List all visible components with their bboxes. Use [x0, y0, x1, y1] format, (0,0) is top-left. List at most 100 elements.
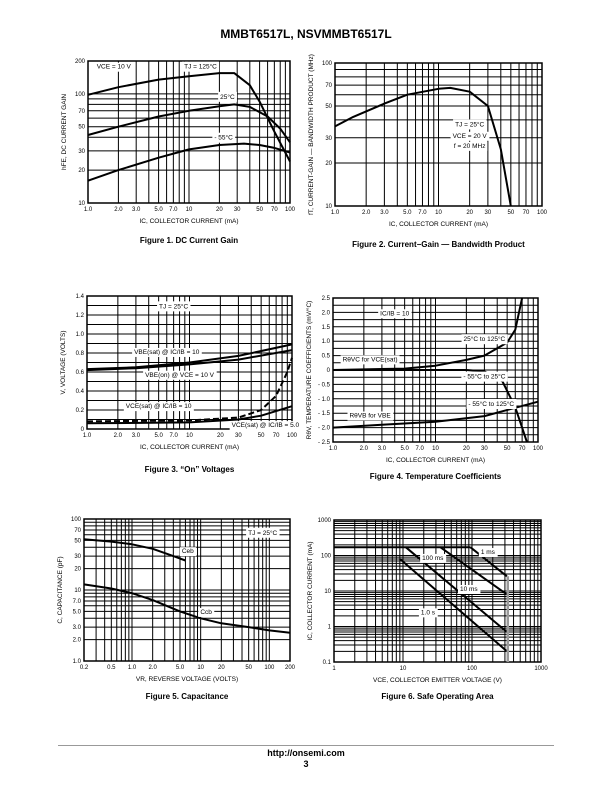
x-tick-label: 1.0 [83, 433, 92, 439]
x-tick-label: 2.0 [360, 446, 369, 452]
series-line-2 [86, 357, 293, 423]
x-tick-label: 1 [332, 666, 336, 672]
x-tick-label: 70 [271, 207, 278, 213]
x-tick-label: 1.0 [84, 207, 93, 213]
x-tick-label: 7.0 [418, 210, 427, 216]
x-tick-label: 1.0 [329, 446, 338, 452]
series-line-3 [86, 405, 293, 425]
x-tick-label: 10 [186, 433, 193, 439]
y-tick-label: 30 [74, 554, 81, 560]
annotation-label: TJ = 25°C [455, 120, 484, 128]
annotation-background [378, 309, 412, 319]
x-tick-label: 1.0 [128, 665, 137, 671]
figure-title: Figure 4. Temperature Coefficients [370, 472, 502, 481]
figure-3: TJ = 25°C VBE(sat) @ IC/IB = 10 VBE(on) @ … [60, 294, 302, 474]
y-tick-label: 70 [74, 528, 81, 534]
annotation-label: 1 ms [481, 549, 496, 556]
x-tick-label: 3.0 [132, 433, 141, 439]
footer-url[interactable]: http://onsemi.com [267, 748, 345, 758]
figure-title: Figure 1. DC Current Gain [140, 236, 238, 245]
x-tick-label: 10 [435, 210, 442, 216]
figure-1: VCE = 10 V TJ = 125°C 25°C - 55°C 1.0 2.0 3.0 5… [61, 59, 296, 245]
annotation-background [461, 371, 508, 382]
annotation-background [132, 347, 202, 357]
annotation-label: 25°C to 125°C [464, 335, 506, 343]
x-tick-label: 20 [216, 207, 223, 213]
y-tick-label: 10 [78, 201, 85, 207]
y-tick-label: 10 [325, 204, 332, 210]
x-tick-label: 70 [523, 210, 530, 216]
annotation-background [123, 402, 194, 412]
annotation-label: VCE = 20 V [453, 133, 488, 140]
x-tick-label: 1000 [534, 666, 548, 672]
y-tick-label: 1000 [318, 518, 332, 524]
x-tick-label: 50 [258, 433, 265, 439]
series-line-0 [83, 538, 186, 562]
x-tick-label: 7.0 [169, 433, 178, 439]
annotation-label: TJ = 125°C [184, 63, 217, 71]
y-tick-label: 2.0 [73, 638, 82, 644]
y-tick-label: 10 [74, 588, 81, 594]
annotation-label: f = 20 MHz [454, 143, 486, 150]
x-tick-label: 50 [256, 207, 263, 213]
x-axis-label: IC, COLLECTOR CURRENT (mA) [140, 444, 239, 451]
x-tick-label: 100 [287, 433, 298, 439]
y-tick-label: 1.4 [76, 294, 85, 300]
y-tick-label: 10 [324, 589, 331, 595]
x-tick-label: 20 [463, 446, 470, 452]
annotation-label: RθVB for VBE [349, 413, 391, 420]
x-tick-label: 100 [264, 665, 275, 671]
series-line-3 [439, 546, 508, 596]
x-tick-label: 2.0 [362, 210, 371, 216]
x-tick-label: 200 [285, 665, 296, 671]
x-tick-label: 5.0 [154, 433, 163, 439]
annotation-background [418, 608, 438, 618]
y-axis-label: IC, COLLECTOR CURRENT (mA) [307, 541, 314, 640]
y-tick-label: - 0.5 [318, 382, 331, 388]
figure-5: TJ = 25°C Ceb Ccb 0.2 0.5 1.0 2.0 5.0 10 20 50 100 2… [57, 517, 296, 701]
annotation-background [450, 131, 490, 141]
series-line-1 [469, 546, 508, 578]
y-tick-label: 30 [78, 149, 85, 155]
y-tick-label: 200 [75, 59, 86, 65]
annotation-background [451, 141, 488, 151]
annotation-label: RθVC for VCE(sat) [343, 356, 398, 363]
annotation-label: - 55°C [214, 134, 233, 142]
annotation-label: TJ = 25°C [159, 302, 188, 310]
annotation-background [212, 132, 236, 143]
x-tick-label: 20 [217, 433, 224, 439]
x-tick-label: 50 [507, 210, 514, 216]
x-tick-label: 30 [485, 210, 492, 216]
y-tick-label: 50 [325, 104, 332, 110]
annotation-background [218, 91, 237, 102]
y-tick-label: 70 [325, 83, 332, 89]
annotation-label: VCE = 10 V [97, 64, 132, 71]
x-tick-label: 10 [432, 446, 439, 452]
annotation-background [198, 607, 215, 617]
y-tick-label: 0.4 [76, 389, 85, 395]
x-axis-label: IC, COLLECTOR CURRENT (mA) [386, 457, 485, 464]
annotation-label: Ccb [200, 609, 212, 616]
x-tick-label: 5.0 [176, 665, 185, 671]
annotation-background [420, 553, 447, 563]
annotation-label: 25°C [220, 93, 235, 101]
x-axis-label: VCE, COLLECTOR EMITTER VOLTAGE (V) [373, 677, 502, 684]
y-tick-label: 0.8 [76, 351, 85, 357]
annotation-label: Ceb [182, 548, 194, 555]
series-line-1 [86, 349, 293, 372]
plot-frame [334, 62, 543, 207]
y-tick-label: 100 [75, 92, 86, 98]
y-tick-label: 1.0 [73, 659, 82, 665]
y-tick-label: 2.0 [322, 310, 331, 316]
x-tick-label: 70 [519, 446, 526, 452]
y-axis-label: hFE, DC CURRENT GAIN [61, 94, 68, 170]
annotation-label: VBE(sat) @ IC/IB = 10 [134, 349, 200, 356]
annotation-label: 10 ms [460, 586, 478, 593]
annotation-background [246, 527, 280, 538]
annotation-background [340, 355, 400, 365]
series-line-4 [399, 558, 508, 653]
x-tick-label: 2.0 [148, 665, 157, 671]
annotation-background [461, 334, 508, 345]
x-tick-label: 3.0 [132, 207, 141, 213]
